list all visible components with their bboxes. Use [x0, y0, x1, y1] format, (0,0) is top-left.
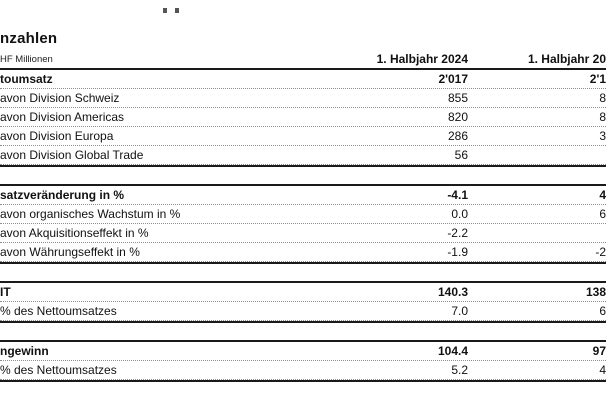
- table-row: avon Division Americas 820 8: [0, 108, 606, 127]
- value-2024: 286: [447, 129, 468, 143]
- section-nettoumsatz: toumsatz 2'017 2'1 avon Division Schweiz…: [0, 70, 606, 167]
- value-prior: -2: [595, 245, 606, 259]
- table-header-row: HF Millionen 1. Halbjahr 2024 1. Halbjah…: [0, 50, 606, 70]
- row-label: avon organisches Wachstum in %: [0, 207, 181, 221]
- section-reingewinn: ngewinn 104.4 97 % des Nettoumsatzes 5.2…: [0, 340, 606, 382]
- table-row: avon Währungseffekt in % -1.9 -2: [0, 243, 606, 262]
- value-2024: 2'017: [438, 72, 468, 86]
- cropped-text-marks: [163, 0, 187, 13]
- value-prior: 138: [585, 285, 606, 299]
- value-prior: 8: [599, 110, 606, 124]
- page-title: nzahlen: [0, 30, 58, 47]
- value-2024: 7.0: [451, 304, 468, 318]
- value-prior: 6: [599, 304, 606, 318]
- table-row: avon Division Europa 286 3: [0, 127, 606, 146]
- value-2024: 855: [447, 91, 468, 105]
- value-2024: -2.2: [447, 226, 468, 240]
- value-2024: 0.0: [451, 207, 468, 221]
- section-ebit: IT 140.3 138 % des Nettoumsatzes 7.0 6: [0, 281, 606, 323]
- row-label: avon Division Europa: [0, 129, 114, 143]
- row-label: IT: [0, 285, 11, 299]
- value-prior: 6: [599, 207, 606, 221]
- table-row: % des Nettoumsatzes 5.2 4: [0, 361, 606, 380]
- row-label: % des Nettoumsatzes: [0, 363, 117, 377]
- row-label: satzveränderung in %: [0, 188, 125, 202]
- value-prior: 2'1: [589, 72, 606, 86]
- table-row: % des Nettoumsatzes 7.0 6: [0, 302, 606, 321]
- value-prior: 97: [592, 344, 606, 358]
- currency-unit-note: HF Millionen: [0, 54, 53, 65]
- row-label: avon Akquisitionseffekt in %: [0, 226, 149, 240]
- value-2024: 5.2: [451, 363, 468, 377]
- table-row: avon Akquisitionseffekt in % -2.2: [0, 224, 606, 243]
- value-2024: 140.3: [437, 285, 468, 299]
- section-umsatzveraenderung: satzveränderung in % -4.1 4 avon organis…: [0, 184, 606, 264]
- section-header-row: satzveränderung in % -4.1 4: [0, 186, 606, 205]
- row-label: ngewinn: [0, 344, 49, 358]
- row-label: avon Division Americas: [0, 110, 125, 124]
- value-prior: 8: [599, 91, 606, 105]
- value-2024: -1.9: [447, 245, 468, 259]
- value-2024: 104.4: [437, 344, 468, 358]
- row-label: avon Division Global Trade: [0, 148, 144, 162]
- value-2024: 820: [447, 110, 468, 124]
- table-row: avon Division Global Trade 56: [0, 146, 606, 165]
- section-header-row: IT 140.3 138: [0, 283, 606, 302]
- column-header-halbjahr-2024: 1. Halbjahr 2024: [376, 52, 468, 66]
- section-header-row: ngewinn 104.4 97: [0, 342, 606, 361]
- table-row: avon organisches Wachstum in % 0.0 6: [0, 205, 606, 224]
- value-prior: 4: [599, 363, 606, 377]
- value-2024: 56: [454, 148, 468, 162]
- value-prior: 4: [599, 188, 606, 202]
- row-label: avon Währungseffekt in %: [0, 245, 140, 259]
- section-header-row: toumsatz 2'017 2'1: [0, 70, 606, 89]
- value-2024: -4.1: [447, 188, 468, 202]
- row-label: toumsatz: [0, 72, 53, 86]
- table-row: avon Division Schweiz 855 8: [0, 89, 606, 108]
- value-prior: 3: [599, 129, 606, 143]
- column-header-halbjahr-prior: 1. Halbjahr 20: [527, 52, 606, 66]
- row-label: % des Nettoumsatzes: [0, 304, 117, 318]
- row-label: avon Division Schweiz: [0, 91, 120, 105]
